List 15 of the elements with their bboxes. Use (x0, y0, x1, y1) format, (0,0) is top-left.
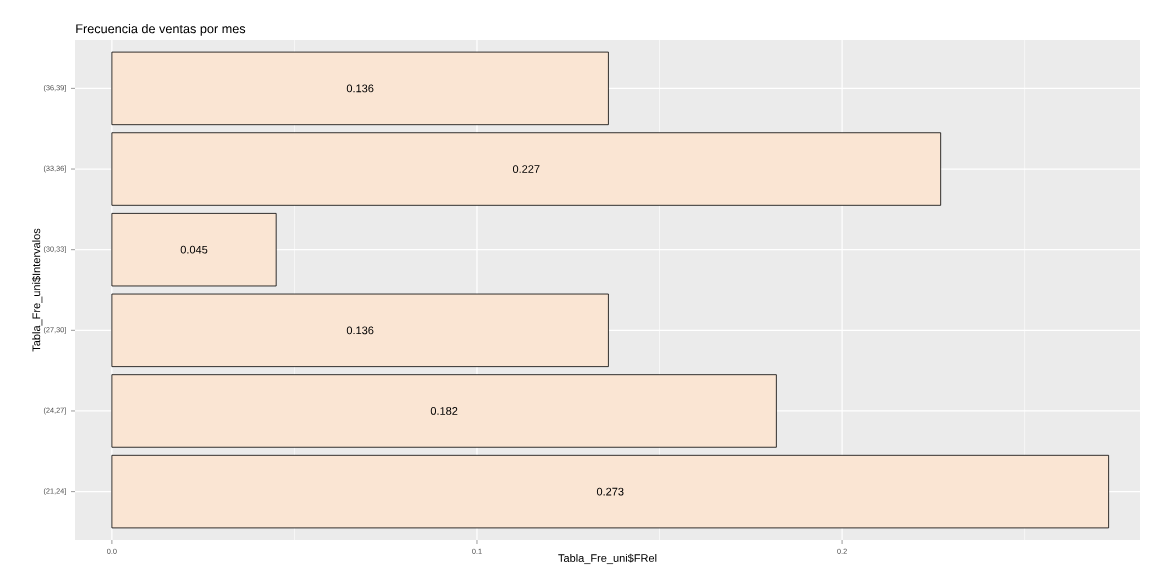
x-axis-title: Tabla_Fre_uni$FRel (558, 553, 657, 565)
bar (111, 293, 609, 368)
bar (111, 454, 1110, 529)
data-label: 0.136 (346, 84, 374, 93)
bar (111, 212, 277, 287)
bar (111, 374, 777, 448)
data-label: 0.045 (180, 245, 208, 254)
bar (111, 51, 609, 126)
y-axis-title: Tabla_Fre_uni$Intervalos (31, 228, 43, 352)
data-label: 0.227 (512, 165, 540, 173)
bar (111, 132, 942, 206)
data-label: 0.136 (346, 326, 374, 335)
data-label: 0.182 (430, 407, 458, 415)
data-label: 0.273 (596, 487, 624, 496)
chart-title: Frecuencia de ventas por mes (76, 23, 246, 36)
